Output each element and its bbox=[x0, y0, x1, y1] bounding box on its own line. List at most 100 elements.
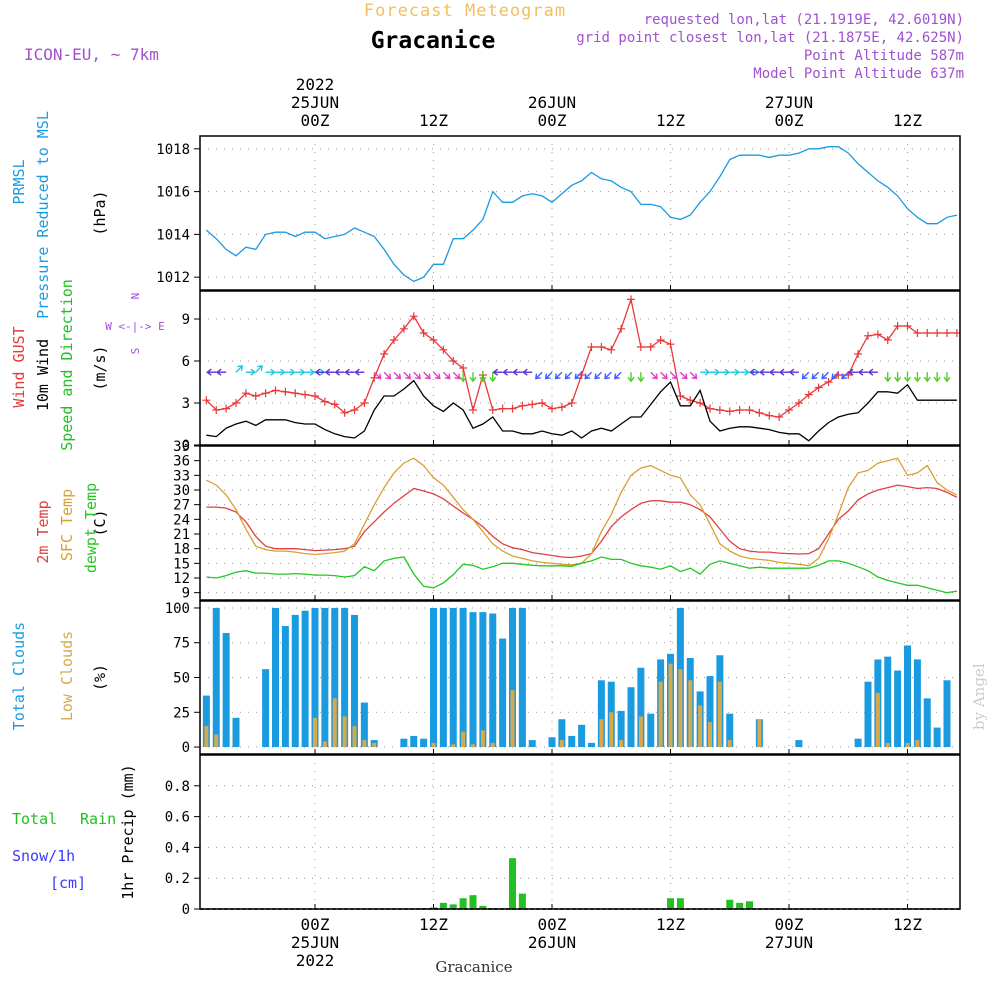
wind-arrow bbox=[545, 371, 553, 379]
wind-arrow-head bbox=[344, 368, 350, 376]
total-cloud-bar bbox=[449, 607, 457, 748]
ytick-label: 6 bbox=[182, 354, 190, 370]
gust-marker bbox=[548, 404, 556, 413]
model-altitude: Model Point Altitude 637m bbox=[753, 66, 964, 82]
gust-marker bbox=[933, 329, 942, 337]
wind-arrow-head bbox=[652, 373, 658, 380]
gust-marker bbox=[429, 336, 438, 344]
total-cloud-bar bbox=[637, 667, 645, 748]
gust-marker bbox=[241, 389, 250, 398]
ytick-label: 15 bbox=[173, 556, 190, 572]
rain-bar bbox=[667, 898, 674, 909]
wind-arrow-head bbox=[444, 373, 451, 380]
gust-marker bbox=[706, 404, 714, 413]
gust-marker bbox=[597, 343, 606, 351]
wind-arrow-head bbox=[768, 368, 775, 376]
wind-arrow-head bbox=[933, 376, 941, 383]
total-cloud-bar bbox=[726, 713, 734, 748]
gust-marker bbox=[893, 322, 902, 330]
gust-marker bbox=[785, 406, 793, 414]
chart-subtitle: Forecast Meteogram bbox=[364, 1, 566, 21]
total-cloud-bar bbox=[459, 607, 467, 748]
total-cloud-bar bbox=[479, 612, 487, 748]
gust-marker bbox=[390, 336, 398, 344]
low-cloud-bar bbox=[658, 681, 663, 748]
wind-arrow-head bbox=[627, 376, 635, 383]
gust-marker bbox=[814, 383, 823, 392]
wind-arrow-head bbox=[469, 376, 477, 383]
gust-marker bbox=[755, 408, 764, 417]
total-cloud-bar bbox=[360, 702, 368, 748]
gust-marker bbox=[735, 406, 744, 414]
gust-marker bbox=[518, 401, 527, 410]
wind-arrow bbox=[255, 365, 263, 373]
low-cloud-bar bbox=[214, 734, 219, 748]
wind-arrow bbox=[535, 371, 543, 379]
wind-arrow bbox=[235, 365, 243, 373]
wind-arrow bbox=[679, 371, 688, 379]
ytick-label: 36 bbox=[173, 454, 190, 470]
ytick-label: 39 bbox=[173, 439, 190, 455]
low-cloud-bar bbox=[698, 705, 703, 748]
ytick-label: 12 bbox=[173, 571, 190, 587]
ytick-label: 25 bbox=[173, 705, 190, 721]
bottom-time-label: 27JUN bbox=[765, 933, 813, 952]
gust-marker bbox=[202, 396, 211, 405]
gust-marker bbox=[419, 329, 428, 337]
gust-marker bbox=[320, 397, 329, 406]
bottom-time-label: 26JUN bbox=[528, 933, 576, 952]
wind-arrow-head bbox=[237, 365, 244, 371]
gust-marker bbox=[528, 400, 537, 409]
top-time-label: 25JUN bbox=[291, 93, 339, 112]
wind-arrow bbox=[555, 371, 563, 379]
wind-arrow-head bbox=[584, 373, 591, 380]
wind-arrow-head bbox=[564, 373, 571, 380]
low-cloud-bar bbox=[313, 717, 317, 748]
gust-marker bbox=[587, 343, 596, 351]
top-time-label: 00Z bbox=[538, 111, 567, 130]
total-cloud-bar bbox=[943, 680, 951, 748]
wind-arrow-head bbox=[913, 376, 921, 383]
low-cloud-bar bbox=[451, 744, 456, 748]
total-cloud-bar bbox=[232, 717, 240, 748]
panel-frame bbox=[199, 445, 961, 601]
model-label: ICON-EU, ~ 7km bbox=[24, 45, 159, 64]
gridpoint-coords: grid point closest lon,lat (21.1875E, 42… bbox=[576, 30, 964, 46]
top-time-label: 2022 bbox=[296, 75, 335, 94]
wind-arrow bbox=[373, 371, 382, 379]
gust-marker bbox=[794, 399, 803, 407]
panel-frame bbox=[199, 135, 961, 291]
label-2m-temp: 2m Temp bbox=[34, 500, 52, 563]
rain-bar bbox=[459, 898, 467, 909]
point-altitude: Point Altitude 587m bbox=[804, 48, 964, 64]
wind-arrow-head bbox=[314, 368, 321, 376]
gust-marker bbox=[311, 392, 319, 400]
wind-arrow-head bbox=[270, 368, 276, 376]
rain-bar bbox=[736, 902, 744, 909]
total-cloud-bar bbox=[568, 735, 576, 748]
label-pressure-msl: Pressure Reduced to MSL bbox=[34, 111, 52, 319]
top-time-label: 12Z bbox=[893, 111, 922, 130]
wind-arrow-head bbox=[479, 376, 487, 383]
wind-arrow-head bbox=[749, 368, 755, 376]
wind-arrow bbox=[452, 371, 461, 379]
low-cloud-bar bbox=[559, 740, 564, 748]
rain-bar bbox=[430, 907, 437, 909]
wind-arrow-head bbox=[299, 368, 306, 376]
label-prmsl: PRMSL bbox=[10, 159, 28, 204]
compass-n: N bbox=[129, 293, 142, 300]
gust-marker bbox=[291, 389, 300, 398]
gust-marker bbox=[627, 295, 635, 304]
gust-marker bbox=[745, 406, 754, 414]
gust-marker bbox=[804, 390, 813, 399]
top-time-label: 12Z bbox=[656, 111, 685, 130]
ytick-label: 0.2 bbox=[165, 871, 190, 887]
wind-arrow-head bbox=[257, 365, 263, 371]
total-cloud-bar bbox=[588, 742, 595, 748]
total-cloud-bar bbox=[647, 713, 655, 748]
panel-frame bbox=[199, 754, 961, 910]
wind-arrow-head bbox=[704, 368, 711, 376]
total-cloud-bar bbox=[894, 670, 902, 748]
rain-bar bbox=[449, 904, 457, 909]
